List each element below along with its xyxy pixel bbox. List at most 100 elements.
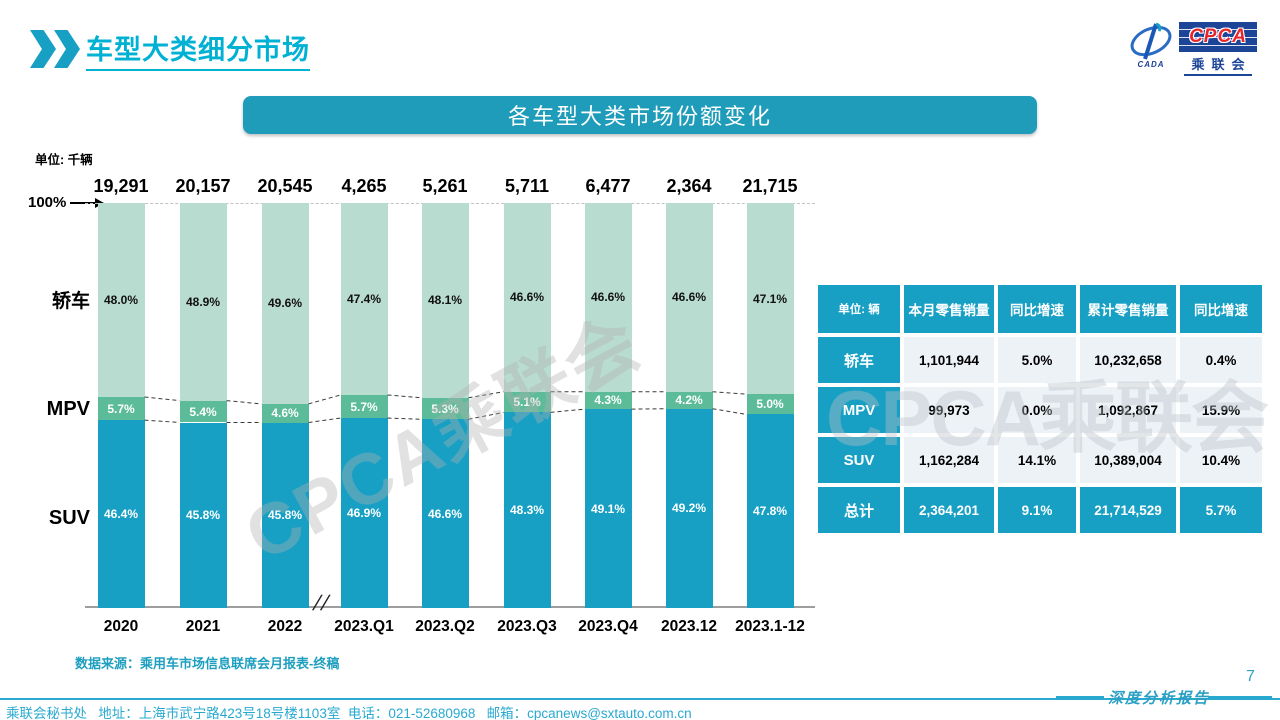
bar-segment-MPV-2023.1-12: 5.0% [746,394,794,415]
axis-break-mark: // [310,592,334,615]
bar-segment-MPV-2023.Q1: 5.7% [340,394,388,419]
table-row-label: MPV [818,387,900,433]
bar-total-label: 6,477 [585,176,631,196]
segment-percent-label: 47.1% [752,291,788,306]
bar-segment-SUV-2022: 45.8% [261,422,309,608]
table-cell: 5.0% [998,337,1076,383]
row-label-suv: SUV [48,507,90,529]
segment-percent-label: 49.1% [590,501,626,516]
segment-percent-label: 45.8% [267,508,303,523]
logo-box: CPCA [1179,22,1257,52]
table-cell: 10,232,658 [1080,337,1176,383]
bar-segment-MPV-2022: 4.6% [261,403,309,423]
segment-percent-label: 48.9% [185,294,221,309]
table-cell: 14.1% [998,437,1076,483]
chart-unit-label: 单位: 千辆 [35,153,93,167]
bar-total-label: 5,261 [422,176,468,196]
bar-segment-SUV-2023.12: 49.2% [665,408,713,608]
chevron-right-icon [54,30,80,68]
x-axis-tick-label: 2022 [267,618,303,635]
segment-percent-label: 46.6% [427,506,463,521]
bar-segment-SUV-2021: 45.8% [179,422,227,608]
segment-percent-label: 48.0% [103,292,139,307]
bar-total-label: 19,291 [93,176,149,196]
sales-table: 单位: 辆本月零售销量 同比增速 累计零售销量 同比增速 轿车 1,101,944 5.0%… [818,285,1262,533]
segment-percent-label: 5.0% [756,397,784,412]
table-column-header: 同比增速 [998,285,1076,333]
segment-percent-label: 4.3% [594,393,622,408]
bar-segment-轿车-2023.12: 46.6% [665,203,713,392]
section-banner: 各车型大类市场份额变化 [243,96,1037,134]
bar-segment-MPV-2021: 5.4% [179,400,227,423]
bar-total-label: 4,265 [341,176,387,196]
segment-percent-label: 5.7% [107,401,135,416]
table-cell: 15.9% [1180,387,1262,433]
bar-segment-MPV-2023.Q3: 5.1% [503,391,551,413]
footer-ornament-line [1208,696,1272,698]
table-column-header: 同比增速 [1180,285,1262,333]
table-cell: 99,973 [904,387,994,433]
table-cell: 1,092,867 [1080,387,1176,433]
bar-segment-SUV-2023.Q3: 48.3% [503,412,551,608]
cpca-logo: CADA CPCA 乘联会 [1128,22,1257,76]
table-row-label: 轿车 [818,337,900,383]
x-axis-tick-label: 2023.Q1 [334,618,394,635]
page-title: 车型大类细分市场 [86,28,310,71]
x-axis-tick-label: 2023.Q4 [578,618,638,635]
bar-segment-轿车-2023.Q3: 46.6% [503,203,551,392]
bar-segment-轿车-2021: 48.9% [179,202,227,401]
table-cell: 1,162,284 [904,437,994,483]
segment-percent-label: 46.9% [346,506,382,521]
table-cell: 0.0% [998,387,1076,433]
table-column-header: 累计零售销量 [1080,285,1176,333]
logo-cpca-text: CPCA [1189,26,1247,47]
bar-segment-轿车-2022: 49.6% [261,203,309,404]
table-cell: 9.1% [998,487,1076,533]
segment-percent-label: 46.6% [590,290,626,305]
axis-100-label: 100% [28,194,67,211]
row-label-mpv: MPV [46,398,90,420]
bar-segment-SUV-2023.Q1: 46.9% [340,418,388,608]
segment-percent-label: 47.8% [752,504,788,519]
bar-total-label: 20,545 [257,176,313,196]
segment-percent-label: 46.6% [509,290,545,305]
x-axis-tick-label: 2023.12 [660,618,718,635]
bar-segment-MPV-2023.12: 4.2% [665,391,713,409]
x-axis-tick-label: 2023.1-12 [735,618,805,635]
bar-segment-SUV-2023.Q4: 49.1% [584,409,632,608]
bar-segment-轿车-2020: 48.0% [97,202,145,397]
table-cell: 2,364,201 [904,487,994,533]
table-cell: 10.4% [1180,437,1262,483]
bar-total-label: 20,157 [175,176,231,196]
bar-segment-MPV-2020: 5.7% [97,396,145,421]
x-axis-tick-label: 2021 [185,618,221,635]
bar-segment-轿车-2023.Q1: 47.4% [340,203,388,395]
x-axis-tick-label: 2023.Q3 [497,618,557,635]
bar-total-label: 21,715 [742,176,798,196]
footer-contact-info: 乘联会秘书处 地址：上海市武宁路423号18号楼1103室 电话：021-526… [6,706,692,720]
bar-total-label: 5,711 [504,176,550,196]
footer-ornament-line [1056,696,1104,698]
bar-segment-SUV-2020: 46.4% [97,420,145,608]
bar-segment-MPV-2023.Q4: 4.3% [584,391,632,410]
bar-segment-轿车-2023.1-12: 47.1% [746,203,794,395]
table-row-label: 总计 [818,487,900,533]
segment-percent-label: 4.6% [271,406,299,421]
table-cell: 10,389,004 [1080,437,1176,483]
segment-percent-label: 49.6% [267,296,303,311]
table-cell: 1,101,944 [904,337,994,383]
bar-segment-SUV-2023.Q2: 46.6% [421,419,469,608]
bar-segment-MPV-2023.Q2: 5.3% [421,397,469,420]
table-column-header: 本月零售销量 [904,285,994,333]
bar-segment-SUV-2023.1-12: 47.8% [746,414,794,608]
segment-percent-label: 45.8% [185,508,221,523]
segment-percent-label: 46.6% [671,290,707,305]
segment-percent-label: 4.2% [675,393,703,408]
report-type-label: 深度分析报告 [1108,689,1211,707]
segment-percent-label: 48.1% [427,293,463,308]
bar-total-label: 2,364 [666,176,712,196]
table-cell: 5.7% [1180,487,1262,533]
segment-percent-label: 46.4% [103,507,139,522]
chevron-right-icon [30,30,56,68]
